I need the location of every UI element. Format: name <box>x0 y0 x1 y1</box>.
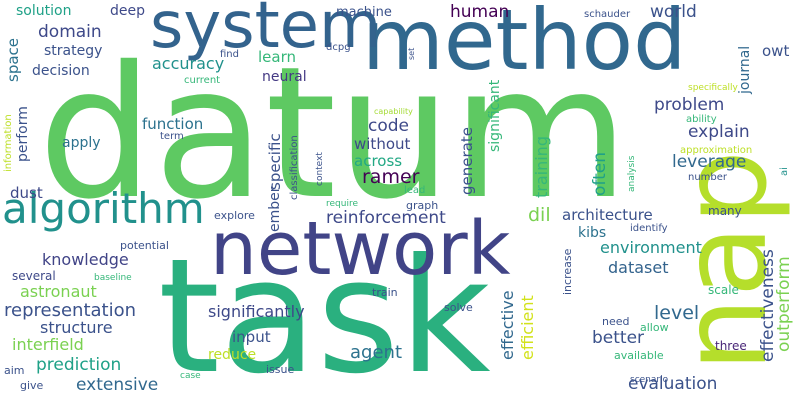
word-level: level <box>654 302 700 324</box>
word-aim: aim <box>4 364 25 377</box>
word-interfield: interfield <box>12 335 84 354</box>
word-architecture: architecture <box>562 206 653 224</box>
word-increase: increase <box>561 248 574 295</box>
word-find: find <box>220 49 239 60</box>
word-term: term <box>160 131 184 142</box>
word-machine: machine <box>336 5 392 20</box>
word-generate: generate <box>458 127 476 195</box>
word-many: many <box>708 204 742 218</box>
word-function: function <box>142 115 204 133</box>
word-method: method <box>362 0 687 89</box>
word-leverage: leverage <box>672 152 747 172</box>
word-deep: deep <box>110 3 145 19</box>
word-owt: owt <box>762 42 790 60</box>
word-specific: specific <box>266 133 284 190</box>
word-without: without <box>354 135 411 153</box>
word-system: system <box>150 0 382 63</box>
word-current: current <box>184 75 221 86</box>
word-solution: solution <box>16 3 72 19</box>
word-agent: agent <box>350 342 402 363</box>
word-ember: ember <box>267 186 283 232</box>
word-structure: structure <box>40 318 113 337</box>
word-available: available <box>614 349 664 362</box>
word-problem: problem <box>654 95 725 115</box>
word-scenario: scenario <box>630 375 669 385</box>
word-solve: solve <box>444 301 473 314</box>
word-three: three <box>715 339 747 353</box>
word-effective: effective <box>498 290 517 360</box>
word-knowledge: knowledge <box>42 250 129 269</box>
word-schauder: schauder <box>584 9 631 20</box>
word-need: need <box>602 315 630 328</box>
word-kibs: kibs <box>578 225 607 241</box>
word-specifically: specifically <box>688 83 738 93</box>
word-allow: allow <box>640 321 669 334</box>
word-number: number <box>688 172 728 183</box>
word-astronaut: astronaut <box>20 282 97 301</box>
word-efficient: efficient <box>518 295 537 360</box>
word-analysis: analysis <box>627 155 637 192</box>
word-set: set <box>407 47 416 60</box>
word-dil: dil <box>528 204 551 226</box>
word-perform: perform <box>15 106 31 162</box>
word-prediction: prediction <box>36 355 122 375</box>
word-world: world <box>650 2 697 22</box>
word-scale: scale <box>708 283 739 297</box>
word-ability: ability <box>686 114 717 125</box>
word-classification: classification <box>289 135 300 200</box>
word-domain: domain <box>38 22 102 42</box>
word-potential: potential <box>120 239 169 252</box>
word-journal: journal <box>737 45 753 94</box>
word-reduce: reduce <box>208 347 257 363</box>
word-issue: issue <box>266 363 295 376</box>
word-network: network <box>210 206 511 292</box>
word-dcpg: dcpg <box>326 42 351 53</box>
word-outperform: outperform <box>774 256 794 352</box>
word-capability: capability <box>374 107 413 116</box>
word-case: case <box>180 371 201 381</box>
word-algorithm: algorithm <box>2 184 205 233</box>
word-input: input <box>232 328 271 346</box>
word-task: task <box>158 225 491 400</box>
word-ramer: ramer <box>362 166 420 188</box>
word-learn: learn <box>258 48 296 66</box>
word-apply: apply <box>62 135 101 151</box>
word-space: space <box>4 37 22 82</box>
word-human: human <box>450 2 510 22</box>
word-extensive: extensive <box>76 375 159 395</box>
word-information: information <box>3 114 14 172</box>
word-give: give <box>20 379 44 392</box>
word-across: across <box>354 152 403 170</box>
word-require: require <box>326 199 358 209</box>
word-explore: explore <box>214 209 255 222</box>
word-lead: lead <box>404 185 426 196</box>
word-environment: environment <box>600 238 702 257</box>
word-significant: significant <box>487 79 503 152</box>
word-often: often <box>590 152 610 196</box>
word-identify: identify <box>630 223 668 234</box>
word-accuracy: accuracy <box>152 54 225 73</box>
word-representation: representation <box>4 300 137 321</box>
word-significantly: significantly <box>208 302 305 321</box>
word-graph: graph <box>406 199 439 212</box>
word-context: context <box>315 152 325 186</box>
word-reinforcement: reinforcement <box>326 208 446 228</box>
word-several: several <box>12 269 56 283</box>
word-code: code <box>368 116 409 136</box>
word-decision: decision <box>32 63 90 79</box>
word-neural: neural <box>262 69 307 85</box>
word-training: training <box>532 136 551 198</box>
word-evaluation: evaluation <box>628 374 718 394</box>
word-datum: datum <box>38 27 630 239</box>
word-better: better <box>592 328 645 348</box>
word-dust: dust <box>10 184 43 202</box>
word-dataset: dataset <box>608 258 669 277</box>
word-baseline: baseline <box>94 273 132 283</box>
word-train: train <box>372 286 398 299</box>
word-strategy: strategy <box>44 43 103 59</box>
word-explain: explain <box>688 122 750 142</box>
word-approximation: approximation <box>680 145 753 156</box>
word-ai: ai <box>779 167 790 176</box>
